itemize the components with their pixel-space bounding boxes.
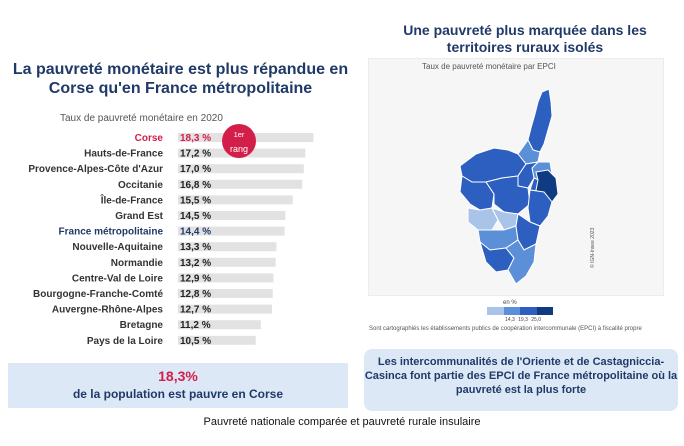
bar-category-label: Bourgogne-Franche-Comté: [33, 289, 163, 300]
bar-category-label: Île-de-France: [100, 193, 164, 206]
page-caption: Pauvreté nationale comparée et pauvreté …: [203, 416, 481, 428]
bar: [178, 320, 261, 330]
bar-value-label: 14,4 %: [180, 227, 211, 238]
legend-tick-3: 25,0: [531, 317, 541, 323]
bar-category-label: Hauts-de-France: [84, 149, 163, 160]
bar-value-label: 16,8 %: [180, 180, 211, 191]
bar-category-label: Auvergne-Rhône-Alpes: [52, 305, 164, 316]
legend-swatch-4: [536, 307, 553, 315]
bar-value-label: 17,2 %: [180, 149, 211, 160]
map-copyright: © IGN-Insee 2023: [589, 227, 596, 268]
rank-badge-sup: 1er: [233, 130, 245, 139]
bar-value-label: 11,2 %: [180, 320, 211, 331]
legend-ticks: 14,3 19,3 25,0: [505, 317, 541, 323]
bar-value-label: 17,0 %: [180, 164, 211, 175]
corse-poverty-text: de la population est pauvre en Corse: [72, 387, 284, 401]
epci-highlight-box: Les intercommunalités de l'Oriente et de…: [364, 349, 678, 411]
bar-category-label: Provence-Alpes-Côte d'Azur: [28, 164, 163, 175]
bar: [178, 179, 303, 189]
bar: [178, 289, 273, 298]
bar: [178, 164, 304, 174]
rank-badge: 1er rang: [222, 124, 256, 158]
bar-value-label: 10,5 %: [180, 336, 211, 347]
corse-poverty-box: 18,3% de la population est pauvre en Cor…: [8, 363, 348, 408]
map-legend: [487, 307, 553, 315]
bar-value-label: 15,5 %: [180, 195, 211, 206]
bar: [178, 273, 274, 283]
bar: [178, 195, 293, 205]
bar-chart: Corse 18,3 % Hauts-de-France 17,2 % Provence…: [28, 133, 314, 347]
bar-category-label: Bretagne: [120, 320, 164, 331]
bar-value-label: 12,8 %: [180, 289, 211, 300]
bar-category-label: Occitanie: [118, 180, 163, 191]
bar-value-label: 14,5 %: [180, 211, 211, 222]
legend-swatch-1: [487, 307, 504, 315]
bar-value-label: 12,7 %: [180, 305, 211, 316]
epci-fium-orbu: [527, 189, 553, 227]
bar-value-label: 13,2 %: [180, 258, 211, 269]
bar: [178, 335, 256, 345]
map-subtitle: Taux de pauvreté monétaire par EPCI: [422, 62, 556, 71]
corsica-map: [459, 88, 559, 285]
bar-category-label: Centre-Val de Loire: [72, 273, 164, 284]
bar-category-label: Normandie: [111, 258, 164, 269]
map-copyright-svg: © IGN-Insee 2023: [589, 227, 596, 268]
legend-swatch-2: [503, 307, 520, 315]
bar-category-label: Nouvelle-Aquitaine: [72, 242, 163, 253]
bar: [178, 226, 285, 236]
bar: [178, 304, 272, 314]
bar: [178, 257, 276, 267]
epci-sud-corse: [505, 239, 537, 285]
bar-chart-title: La pauvreté monétaire est plus répandue …: [12, 61, 349, 97]
bar-chart-subtitle: Taux de pauvreté monétaire en 2020: [60, 113, 223, 124]
legend-swatch-3: [520, 307, 537, 315]
epci-cap-corse: [527, 88, 553, 153]
bar-value-label: 12,9 %: [180, 273, 211, 284]
bar: [178, 211, 286, 220]
corsica-epci-regions: [459, 88, 559, 285]
bar: [178, 242, 277, 252]
map-note: Sont cartographiés les établissements pu…: [369, 326, 642, 332]
epci-ajaccio: [467, 207, 499, 231]
rank-badge-text: rang: [229, 144, 248, 154]
bar-category-label: Grand Est: [115, 211, 163, 222]
legend-tick-2: 19,3: [518, 317, 528, 323]
legend-unit: en %: [503, 300, 517, 306]
bar-category-label: France métropolitaine: [59, 227, 164, 238]
map-title: Une pauvreté plus marquée dans les terri…: [403, 22, 647, 55]
bar-value-label: 18,3 %: [180, 133, 211, 144]
corse-poverty-value: 18,3%: [158, 368, 198, 384]
bar-value-label: 13,3 %: [180, 242, 211, 253]
bar-category-label: Pays de la Loire: [87, 336, 164, 347]
legend-tick-1: 14,3: [505, 317, 515, 323]
bar-category-label: Corse: [135, 133, 164, 144]
